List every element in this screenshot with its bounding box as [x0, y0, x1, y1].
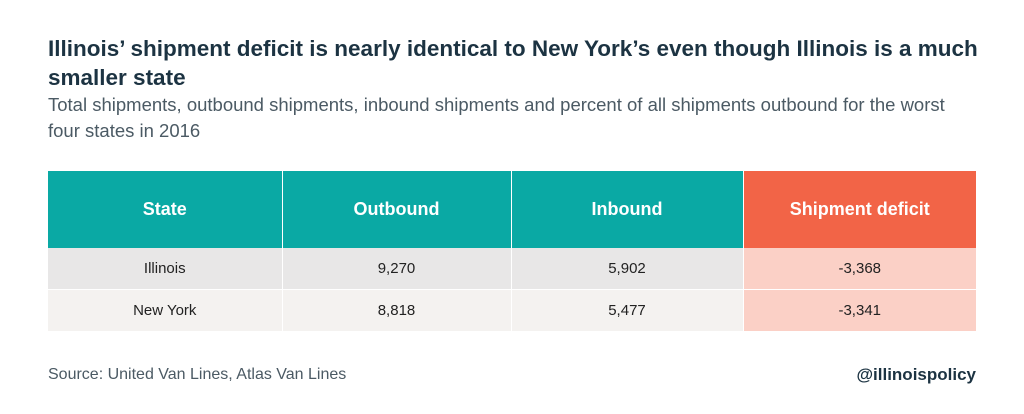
source-note: Source: United Van Lines, Atlas Van Line… — [48, 366, 347, 383]
cell-shipment-deficit: -3,341 — [743, 289, 976, 331]
cell-inbound: 5,902 — [511, 248, 744, 290]
header-outbound: Outbound — [282, 171, 512, 248]
social-handle: @illinoispolicy — [856, 365, 976, 384]
cell-inbound: 5,477 — [511, 289, 744, 331]
cell-state: Illinois — [48, 248, 283, 290]
cell-outbound: 9,270 — [282, 248, 512, 290]
header-shipment-deficit: Shipment deficit — [743, 171, 976, 248]
cell-shipment-deficit: -3,368 — [743, 248, 976, 290]
table-header-row: State Outbound Inbound Shipment deficit — [48, 171, 976, 248]
cell-outbound: 8,818 — [282, 289, 512, 331]
table-row: Illinois 9,270 5,902 -3,368 — [48, 248, 976, 290]
shipments-table: State Outbound Inbound Shipment deficit … — [48, 171, 976, 331]
table-row: New York 8,818 5,477 -3,341 — [48, 289, 976, 331]
chart-subtitle: Total shipments, outbound shipments, inb… — [48, 94, 945, 141]
header-inbound: Inbound — [511, 171, 744, 248]
header-state: State — [48, 171, 283, 248]
chart-title: Illinois’ shipment deficit is nearly ide… — [48, 36, 978, 90]
cell-state: New York — [48, 289, 283, 331]
